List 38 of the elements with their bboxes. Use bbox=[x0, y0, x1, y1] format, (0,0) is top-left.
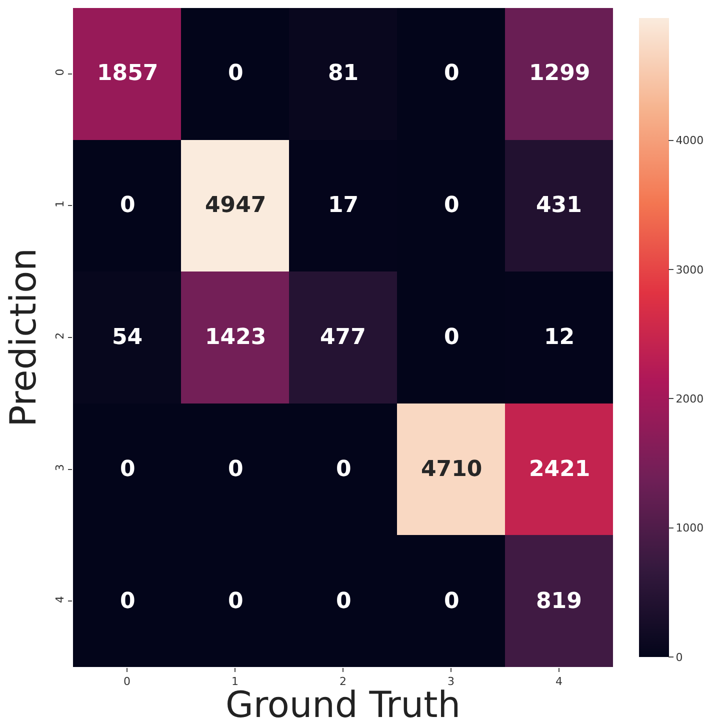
y-tick-label: 0 bbox=[54, 68, 67, 76]
data-label: 0 bbox=[336, 589, 352, 614]
x-tick-label: 0 bbox=[124, 675, 130, 688]
data-label: 0 bbox=[444, 61, 460, 86]
data-label: 0 bbox=[120, 457, 136, 482]
data-label: 81 bbox=[328, 61, 359, 86]
data-label: 0 bbox=[228, 457, 244, 482]
y-tick-label: 2 bbox=[54, 332, 67, 340]
data-label: 1423 bbox=[205, 325, 266, 350]
data-label: 2421 bbox=[529, 457, 590, 482]
data-label: 0 bbox=[120, 589, 136, 614]
data-label: 4710 bbox=[421, 457, 482, 482]
color-bar-label: 4000 bbox=[676, 134, 704, 148]
data-label: 54 bbox=[112, 325, 143, 350]
y-axis-title: Prediction bbox=[4, 248, 44, 427]
y-tick-label: 1 bbox=[54, 200, 67, 208]
data-label: 819 bbox=[536, 589, 582, 614]
color-bar-label: 2000 bbox=[676, 392, 704, 406]
color-bar-label: 3000 bbox=[676, 263, 704, 276]
color-bar-label: 0 bbox=[676, 650, 683, 664]
color-bar-label: 1000 bbox=[676, 522, 704, 535]
data-label: 12 bbox=[544, 325, 575, 350]
data-label: 4947 bbox=[205, 193, 266, 218]
data-label: 0 bbox=[444, 589, 460, 614]
data-label: 0 bbox=[444, 193, 460, 218]
data-label: 17 bbox=[328, 193, 359, 218]
data-label: 431 bbox=[536, 193, 582, 218]
data-label: 1299 bbox=[529, 61, 590, 86]
data-label: 0 bbox=[228, 589, 244, 614]
data-label: 0 bbox=[336, 457, 352, 482]
data-label: 1857 bbox=[97, 61, 158, 86]
y-tick-label: 4 bbox=[54, 596, 67, 603]
data-label: 0 bbox=[120, 193, 136, 218]
x-tick-label: 4 bbox=[556, 675, 562, 688]
data-label: 0 bbox=[444, 325, 460, 350]
data-label: 477 bbox=[320, 325, 366, 350]
y-tick-label: 3 bbox=[54, 464, 67, 472]
data-label: 0 bbox=[228, 61, 244, 86]
